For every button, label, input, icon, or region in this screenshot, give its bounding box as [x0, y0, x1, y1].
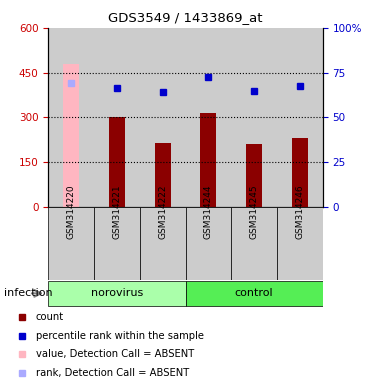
Text: GSM314246: GSM314246	[295, 185, 304, 240]
Text: rank, Detection Call = ABSENT: rank, Detection Call = ABSENT	[36, 368, 189, 378]
Text: control: control	[235, 288, 273, 298]
Bar	[48, 281, 186, 306]
Bar	[48, 207, 94, 280]
Bar	[140, 28, 186, 207]
Text: infection: infection	[4, 288, 52, 298]
Bar	[292, 138, 308, 207]
Bar	[277, 28, 323, 207]
Bar	[231, 28, 277, 207]
Text: GSM314220: GSM314220	[67, 185, 76, 240]
Bar	[200, 113, 216, 207]
Bar	[63, 64, 79, 207]
Bar	[109, 117, 125, 207]
Title: GDS3549 / 1433869_at: GDS3549 / 1433869_at	[108, 11, 263, 24]
Text: norovirus: norovirus	[91, 288, 143, 298]
Bar	[231, 207, 277, 280]
Text: GSM314245: GSM314245	[250, 185, 259, 240]
Bar	[277, 207, 323, 280]
Bar	[155, 142, 171, 207]
Text: percentile rank within the sample: percentile rank within the sample	[36, 331, 204, 341]
Bar	[48, 28, 94, 207]
Text: value, Detection Call = ABSENT: value, Detection Call = ABSENT	[36, 349, 194, 359]
Text: count: count	[36, 312, 64, 322]
Bar	[186, 207, 231, 280]
Bar	[140, 207, 186, 280]
Bar	[94, 28, 140, 207]
Text: GSM314244: GSM314244	[204, 185, 213, 240]
Bar	[94, 207, 140, 280]
Text: GSM314221: GSM314221	[112, 185, 121, 240]
Text: GSM314222: GSM314222	[158, 185, 167, 240]
Bar	[246, 144, 262, 207]
Bar	[186, 28, 231, 207]
Bar	[186, 281, 323, 306]
